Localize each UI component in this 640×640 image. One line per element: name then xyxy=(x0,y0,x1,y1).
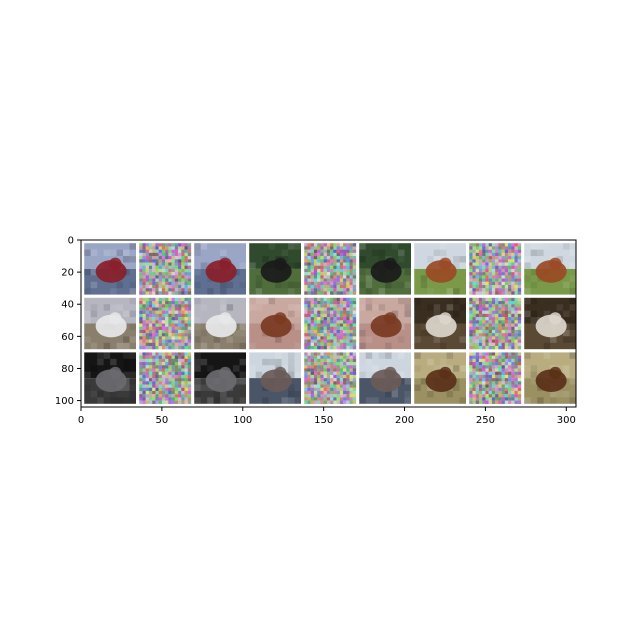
image-tile-r1-c2 xyxy=(194,297,246,350)
image-tile-r1-c6 xyxy=(414,297,466,350)
image-tile-r0-c3 xyxy=(249,243,301,295)
x-tick-label: 200 xyxy=(395,415,414,426)
y-tick-label: 80 xyxy=(61,364,74,375)
x-tick-label: 50 xyxy=(156,415,169,426)
image-tile-r0-c2 xyxy=(194,243,246,295)
image-tile-r1-c1 xyxy=(139,297,192,350)
image-tile-r2-c8 xyxy=(524,352,576,404)
x-tick-label: 0 xyxy=(78,415,84,426)
image-tile-r0-c4 xyxy=(304,243,357,295)
image-tile-r2-c5 xyxy=(359,352,411,404)
image-tile-r1-c5 xyxy=(359,297,411,350)
y-tick-label: 100 xyxy=(55,396,74,407)
x-tick-label: 100 xyxy=(233,415,252,426)
image-tile-r0-c0 xyxy=(84,243,136,295)
image-tile-r0-c8 xyxy=(524,243,576,295)
image-tile-r0-c5 xyxy=(359,243,411,295)
y-tick-label: 40 xyxy=(61,300,74,311)
image-tile-r2-c7 xyxy=(469,352,522,404)
image-tile-r2-c2 xyxy=(194,352,246,404)
x-axis-ticks: 0 50 100 150 200 250 300 xyxy=(78,407,576,426)
image-tile-r1-c4 xyxy=(304,297,357,350)
x-tick-label: 150 xyxy=(314,415,333,426)
image-tile-r2-c6 xyxy=(414,352,466,404)
x-tick-label: 250 xyxy=(476,415,495,426)
image-tile-r1-c0 xyxy=(84,297,136,350)
image-tile-r0-c7 xyxy=(469,243,522,295)
y-tick-label: 20 xyxy=(61,268,74,279)
x-tick-label: 300 xyxy=(557,415,576,426)
image-tile-r2-c4 xyxy=(304,352,357,404)
image-tile-r0-c6 xyxy=(414,243,466,295)
image-tile-r1-c7 xyxy=(469,297,522,350)
y-tick-label: 0 xyxy=(68,236,74,247)
image-tile-r2-c0 xyxy=(84,352,136,404)
image-tile-r2-c1 xyxy=(139,352,192,404)
image-tile-r0-c1 xyxy=(139,243,192,295)
y-tick-label: 60 xyxy=(61,332,74,343)
y-axis-ticks: 0 20 40 60 80 100 xyxy=(55,236,81,407)
image-tiles xyxy=(84,243,576,404)
axes-frame xyxy=(80,239,577,408)
image-tile-r2-c3 xyxy=(249,352,301,404)
image-tile-r1-c3 xyxy=(249,297,301,350)
image-tile-r1-c8 xyxy=(524,297,576,350)
